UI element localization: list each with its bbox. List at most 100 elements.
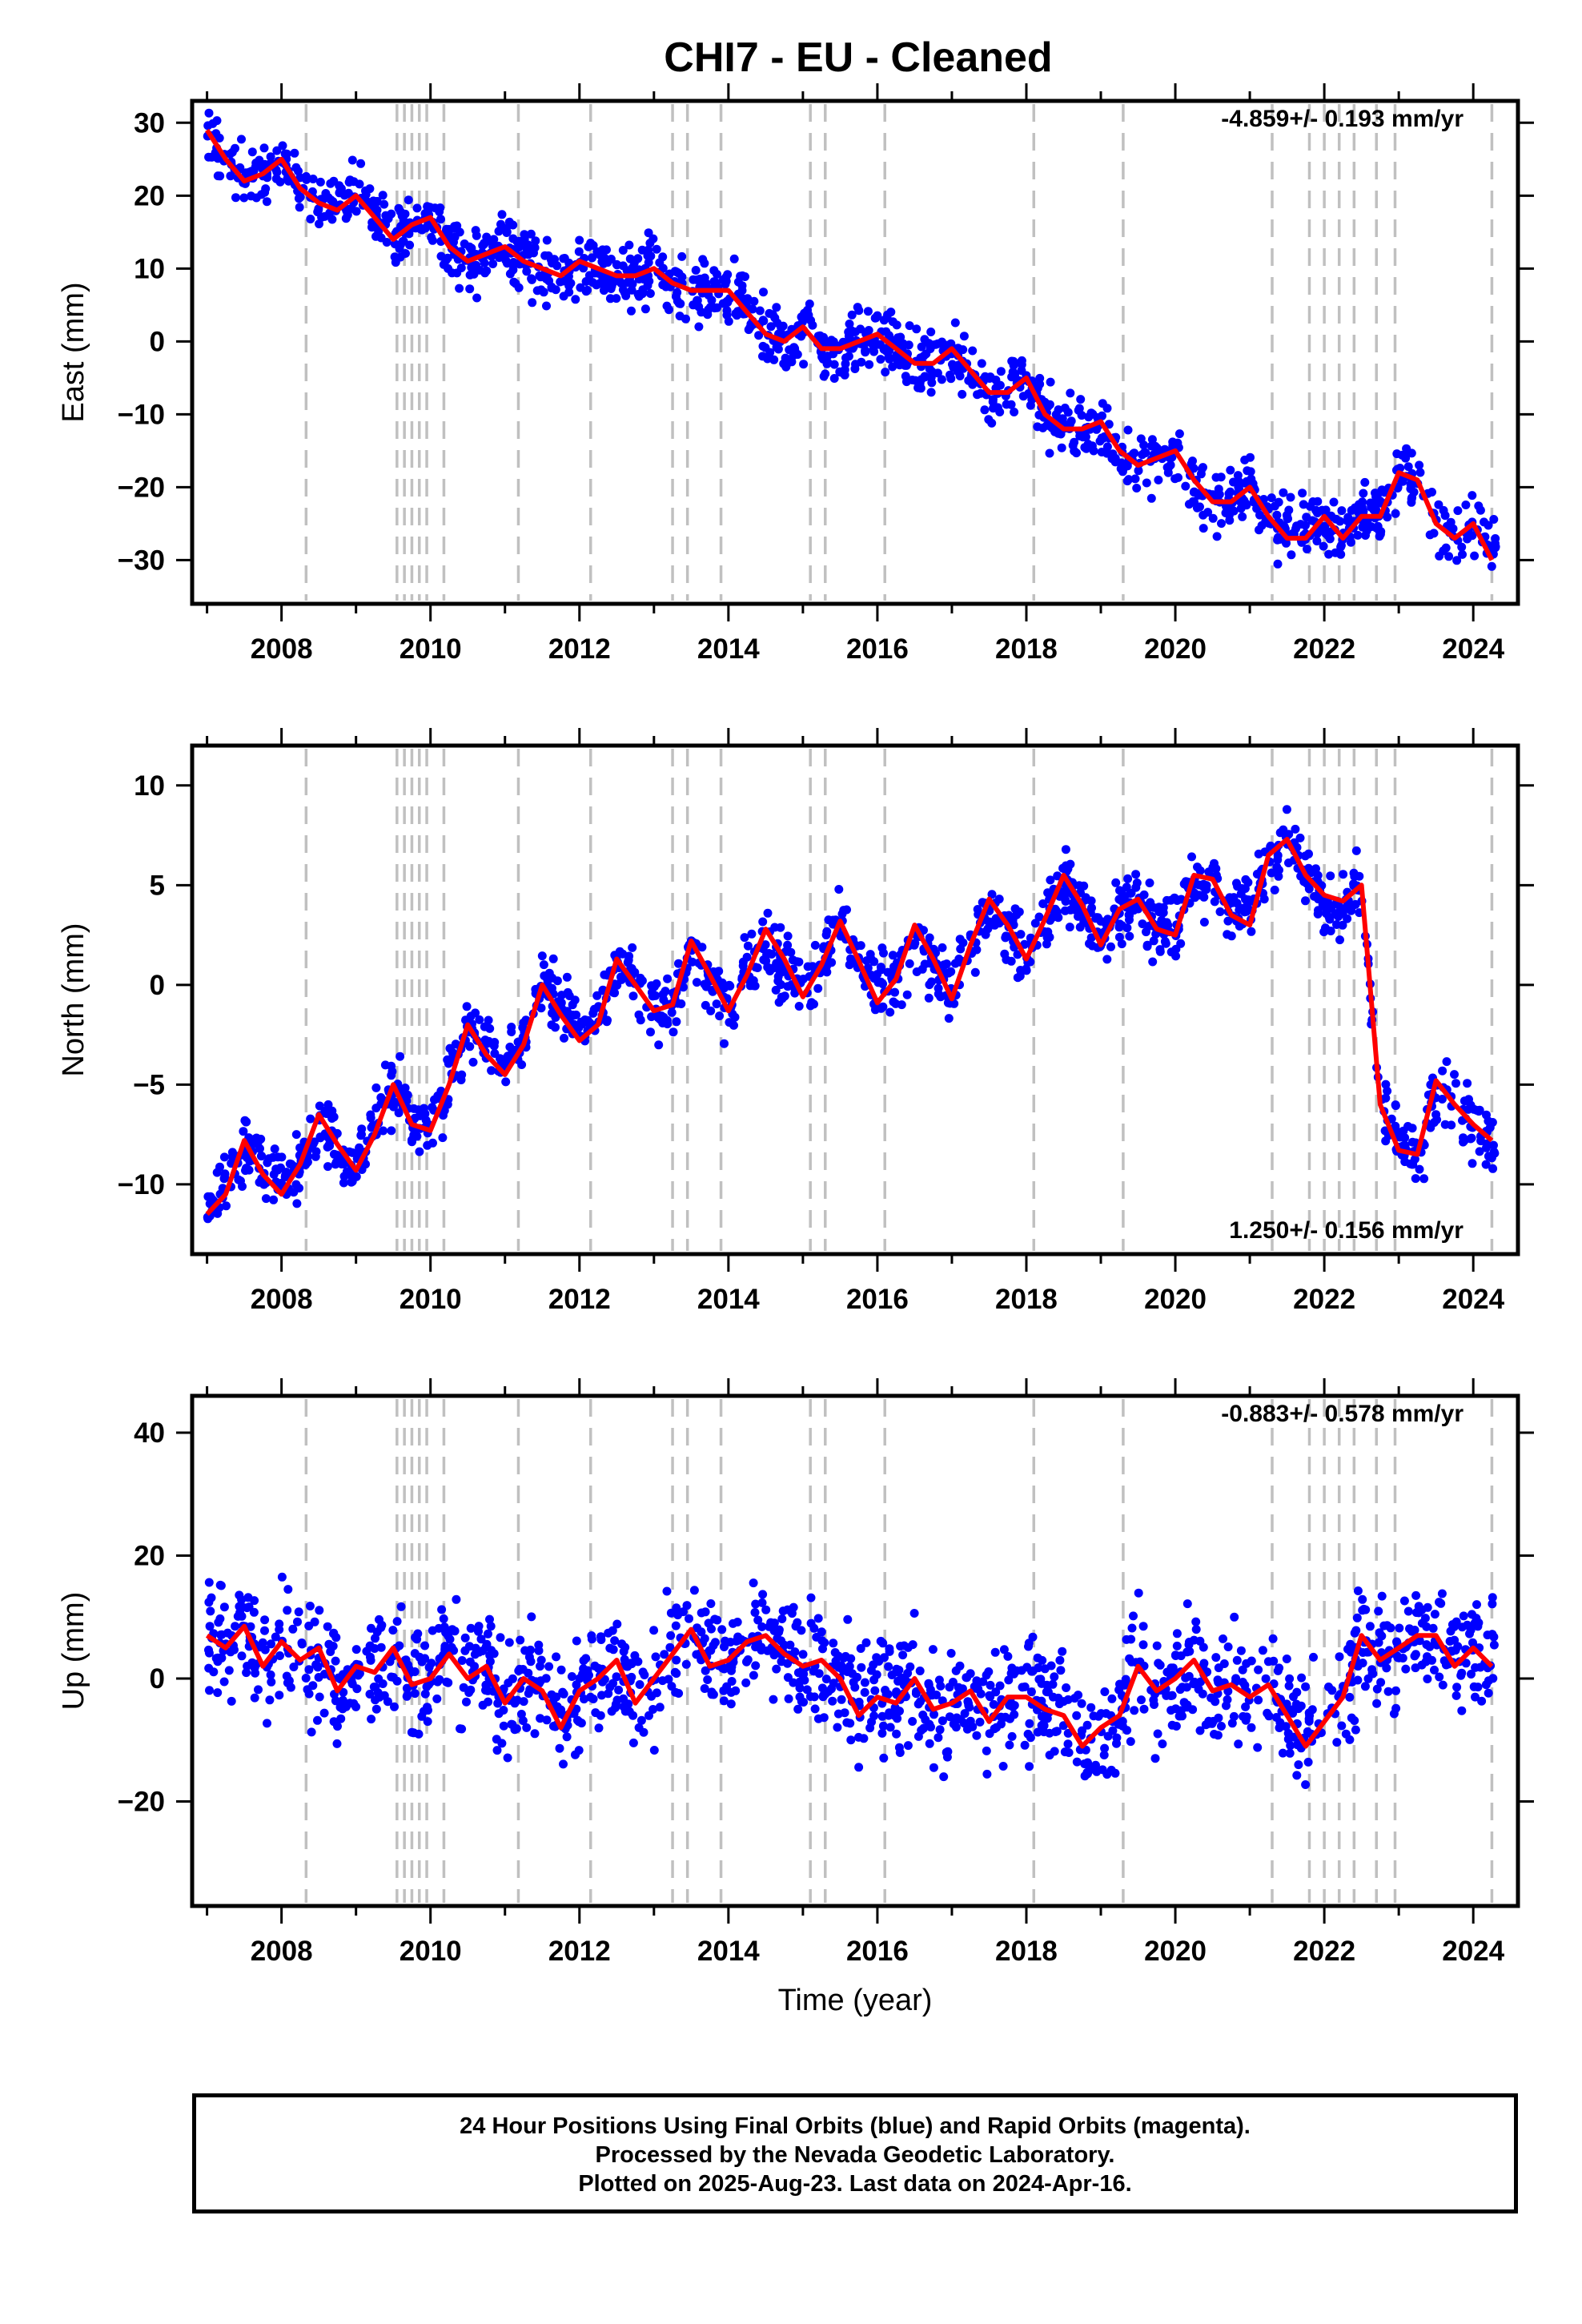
- data-point: [829, 374, 839, 383]
- data-point: [877, 1711, 887, 1721]
- data-point: [666, 1608, 676, 1618]
- data-point: [1134, 466, 1143, 476]
- data-point: [863, 307, 873, 316]
- data-point: [713, 270, 721, 279]
- data-point: [1150, 1700, 1158, 1709]
- data-point: [1194, 1684, 1203, 1694]
- data-point: [1102, 955, 1112, 964]
- data-point: [751, 1661, 761, 1671]
- data-point: [1214, 1663, 1223, 1673]
- data-point: [518, 1716, 528, 1726]
- data-point: [604, 279, 614, 289]
- data-point: [677, 251, 687, 261]
- data-point: [624, 1707, 634, 1716]
- data-point: [519, 1018, 528, 1027]
- data-point: [275, 177, 285, 187]
- data-point: [526, 1657, 536, 1667]
- data-point: [1355, 871, 1364, 881]
- data-point: [980, 405, 990, 415]
- data-point: [1428, 1623, 1438, 1633]
- data-point: [523, 245, 532, 255]
- data-point: [823, 352, 833, 361]
- data-point: [929, 1763, 938, 1772]
- data-point: [675, 312, 685, 321]
- data-point: [465, 284, 475, 294]
- rate-annotation: -0.883+/- 0.578 mm/yr: [1221, 1401, 1464, 1427]
- data-point: [440, 1622, 449, 1632]
- data-point: [951, 1723, 961, 1732]
- data-point: [456, 1724, 464, 1734]
- data-point: [266, 152, 275, 162]
- data-point: [741, 272, 749, 281]
- data-point: [925, 1719, 934, 1729]
- data-point: [1459, 1133, 1468, 1143]
- data-point: [725, 981, 735, 991]
- data-point: [307, 1727, 316, 1737]
- data-point: [781, 362, 791, 372]
- data-point: [275, 1619, 284, 1629]
- data-point: [295, 1184, 304, 1193]
- data-point: [1191, 1617, 1201, 1626]
- data-point: [588, 253, 596, 263]
- data-point: [1080, 1771, 1090, 1781]
- data-point: [512, 1724, 521, 1734]
- data-point: [1258, 1646, 1267, 1655]
- data-point: [618, 246, 628, 255]
- data-point: [1174, 1711, 1184, 1721]
- data-point: [602, 1017, 612, 1027]
- data-point: [1411, 1590, 1421, 1600]
- data-point: [661, 987, 670, 996]
- data-point: [777, 1657, 786, 1667]
- data-point: [944, 968, 954, 978]
- data-point: [323, 1162, 332, 1172]
- data-point: [304, 1689, 314, 1699]
- data-point: [354, 1671, 363, 1680]
- data-point: [928, 1645, 938, 1655]
- data-point: [548, 954, 558, 963]
- data-point: [895, 1748, 905, 1757]
- data-point: [220, 1169, 230, 1179]
- data-point: [1063, 408, 1073, 417]
- data-point: [876, 355, 885, 364]
- data-point: [1400, 1157, 1410, 1167]
- data-point: [1146, 493, 1156, 503]
- data-point: [505, 1042, 515, 1051]
- data-point: [793, 1618, 802, 1627]
- data-point: [1381, 1136, 1391, 1146]
- data-point: [520, 230, 529, 239]
- data-point: [946, 1649, 956, 1658]
- data-point: [256, 1152, 266, 1161]
- data-point: [1304, 884, 1314, 894]
- data-point: [1257, 521, 1267, 530]
- rate-annotation: 1.250+/- 0.156 mm/yr: [1229, 1217, 1464, 1244]
- data-point: [428, 1103, 437, 1112]
- chart-title: CHI7 - EU - Cleaned: [0, 34, 1582, 82]
- data-point: [242, 1668, 251, 1678]
- data-point: [820, 336, 829, 346]
- data-point: [983, 924, 993, 934]
- data-point: [758, 1590, 768, 1599]
- data-point: [853, 1672, 861, 1682]
- data-point: [588, 1695, 598, 1703]
- data-point: [1061, 845, 1070, 854]
- data-point: [958, 938, 968, 947]
- data-point: [414, 1105, 423, 1115]
- data-point: [1008, 1701, 1018, 1711]
- data-point: [336, 1714, 346, 1723]
- data-point: [892, 1664, 901, 1674]
- data-point: [877, 1728, 887, 1738]
- data-point: [905, 959, 914, 968]
- data-point: [272, 167, 282, 177]
- data-point: [512, 237, 522, 247]
- data-point: [840, 370, 849, 380]
- x-tick-label: 2022: [1293, 1936, 1355, 1967]
- data-point: [459, 1683, 468, 1692]
- data-point: [614, 1685, 624, 1695]
- data-point: [1335, 517, 1345, 526]
- data-point: [1284, 1681, 1294, 1691]
- data-point: [1138, 1622, 1148, 1631]
- data-point: [1126, 1737, 1135, 1747]
- data-point: [749, 1578, 758, 1588]
- x-tick-label: 2016: [846, 1936, 909, 1967]
- data-point: [513, 1037, 523, 1047]
